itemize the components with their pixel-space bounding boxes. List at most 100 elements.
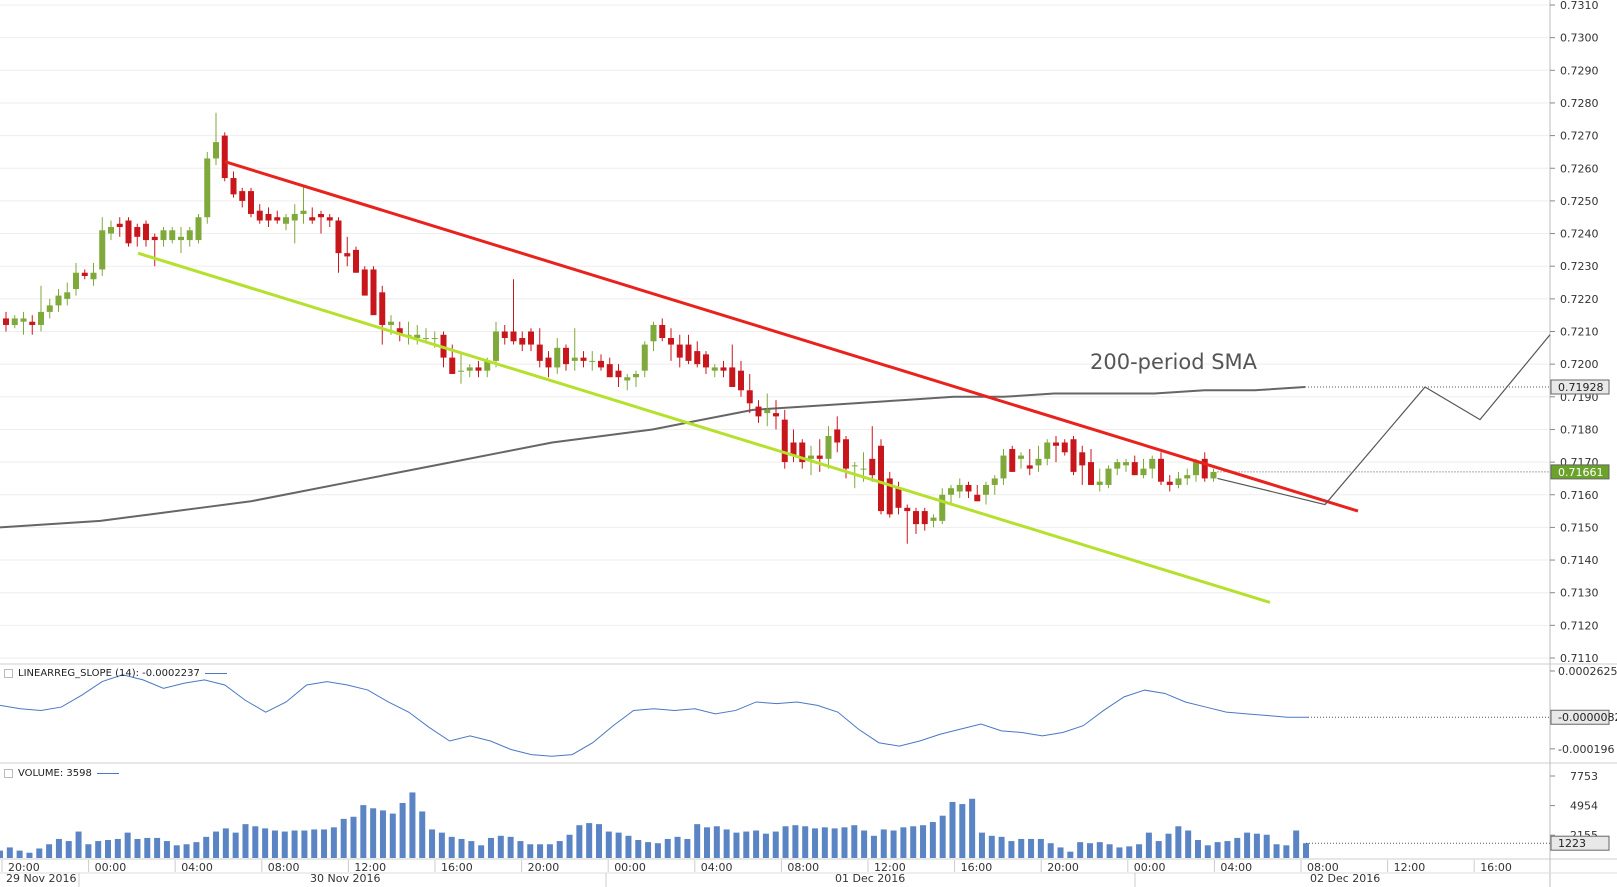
x-tick-label: 00:00: [614, 861, 646, 874]
candle-body: [108, 227, 114, 234]
volume-bar: [1008, 841, 1015, 858]
candle-body: [501, 331, 508, 339]
x-tick-label: 08:00: [268, 861, 300, 874]
candle-body: [248, 191, 254, 214]
candle-body: [939, 494, 946, 521]
candle-body: [974, 494, 981, 502]
candle-body: [528, 331, 534, 345]
candle-body: [1140, 468, 1147, 476]
candle-body: [221, 135, 228, 179]
volume-bar: [1244, 832, 1251, 858]
volume-bar: [36, 848, 43, 858]
candle-body: [948, 488, 954, 495]
volume-bar: [762, 833, 769, 858]
collapse-box-icon[interactable]: [4, 769, 13, 778]
candle-body: [554, 347, 561, 368]
volume-bar: [929, 822, 936, 858]
volume-bar: [546, 844, 553, 858]
volume-bar: [1303, 843, 1309, 858]
candle-body: [755, 406, 762, 417]
candle-body: [431, 338, 438, 340]
volume-bar: [213, 831, 220, 858]
candle-body: [204, 158, 211, 218]
date-label: 01 Dec 2016: [835, 872, 905, 885]
volume-bar: [861, 830, 868, 858]
volume-bar: [694, 824, 701, 858]
candle-body: [738, 370, 744, 391]
candle-body: [178, 236, 184, 241]
volume-bar: [1067, 851, 1074, 858]
volume-bar: [301, 830, 308, 858]
candle-body: [195, 217, 202, 241]
volume-bar: [1106, 844, 1113, 858]
candle-body: [808, 455, 814, 459]
candle-body: [186, 230, 193, 241]
volume-bar: [684, 838, 691, 858]
y-tick-label: 0.7280: [1560, 97, 1599, 110]
x-tick-label: 16:00: [1480, 861, 1512, 874]
volume-bar: [880, 829, 887, 858]
sma-marker-box: [1550, 379, 1610, 395]
volume-bar: [55, 838, 62, 858]
volume-bar: [998, 836, 1005, 858]
volume-bar: [46, 844, 53, 858]
trendline-lower: [137, 251, 1271, 604]
volume-bar: [1096, 842, 1103, 858]
collapse-box-icon[interactable]: [4, 669, 13, 678]
candle-body: [834, 429, 841, 443]
volume-bar: [1047, 843, 1054, 858]
candle-body: [843, 439, 849, 469]
sma-line: [0, 386, 1306, 529]
x-tick-label: 12:00: [354, 861, 386, 874]
price-marker: 0.71661: [1550, 464, 1610, 480]
slope-marker: -0.0000082: [1550, 709, 1617, 725]
candle-body: [1096, 481, 1103, 485]
candle-body: [668, 338, 674, 345]
candle-body: [991, 478, 998, 485]
candle-body: [230, 178, 237, 195]
candle-body: [571, 357, 578, 361]
volume-bar: [497, 835, 504, 858]
volume-bar: [969, 798, 976, 858]
candle-body: [169, 230, 176, 241]
volume-bar: [556, 841, 563, 858]
volume-bar: [674, 836, 681, 858]
candle-body: [956, 484, 963, 492]
volume-bar: [1194, 840, 1201, 858]
x-tick-label: 16:00: [961, 861, 993, 874]
candle-body: [11, 318, 18, 325]
slope-y-tick-label: -0.000196: [1558, 743, 1614, 756]
volume-bar: [438, 832, 445, 858]
x-tick-label: 16:00: [441, 861, 473, 874]
volume-bar: [713, 826, 720, 858]
slope-marker-text: -0.0000082: [1558, 711, 1617, 724]
candle-body: [213, 142, 219, 159]
candle-body: [353, 249, 359, 273]
x-tick-label: 04:00: [181, 861, 213, 874]
volume-bar: [851, 825, 858, 858]
candle-body: [274, 217, 281, 221]
volume-bar: [448, 836, 455, 858]
volume-bar: [134, 838, 141, 858]
candle-body: [125, 220, 132, 244]
candle-body: [676, 344, 683, 358]
candle-body: [921, 511, 928, 525]
candle-body: [886, 478, 893, 515]
candle-body: [370, 269, 377, 316]
volume-bar: [1234, 837, 1241, 858]
x-tick-label: 04:00: [1220, 861, 1252, 874]
candle-body: [790, 442, 797, 456]
date-label: 30 Nov 2016: [310, 872, 380, 885]
volume-bar: [242, 824, 249, 858]
candle-body: [711, 367, 718, 371]
vol-y-tick-label: 4954: [1570, 800, 1598, 813]
candle-body: [659, 324, 666, 339]
x-tick-label: 04:00: [701, 861, 733, 874]
volume-bar: [340, 818, 347, 858]
candle-body: [20, 318, 27, 322]
trendlines: [137, 160, 1359, 604]
candle-body: [1158, 458, 1164, 482]
volume-bar: [753, 830, 760, 858]
candle-body: [423, 338, 429, 340]
volume-bar: [920, 825, 927, 858]
